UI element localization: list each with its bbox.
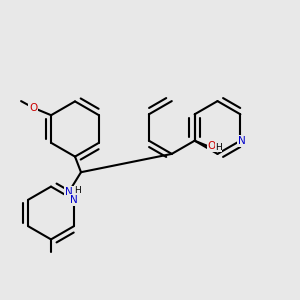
Text: N: N — [238, 136, 245, 146]
Text: H: H — [215, 142, 222, 152]
Text: N: N — [65, 187, 73, 197]
Text: O: O — [208, 141, 216, 151]
Text: O: O — [29, 103, 37, 113]
Text: N: N — [70, 195, 78, 205]
Text: H: H — [74, 186, 81, 195]
